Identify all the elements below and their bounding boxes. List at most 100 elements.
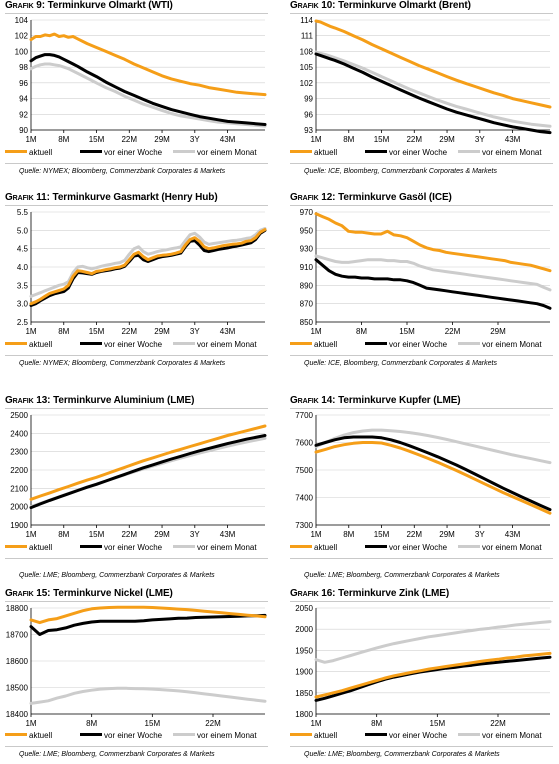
x-tick-label: 22M (406, 135, 422, 144)
legend-swatch-aktuell (290, 342, 312, 346)
chart-source: Quelle: LME; Bloomberg, Commerzbank Corp… (304, 572, 500, 579)
legend-swatch-monat (173, 733, 195, 737)
x-tick-label: 15M (89, 135, 105, 144)
y-tick-label: 870 (300, 300, 314, 309)
legend-item-woche: vor einer Woche (80, 340, 162, 349)
x-tick-label: 8M (58, 135, 69, 144)
y-tick-label: 5.5 (17, 208, 29, 217)
x-tick-label: 1M (25, 719, 36, 728)
divider (5, 163, 268, 164)
legend-swatch-aktuell (5, 733, 27, 737)
y-tick-label: 18400 (6, 710, 29, 719)
chart-nickel: 18400 18500 18600 18700 18800 1M 8M 15M 22M (6, 604, 267, 728)
y-tick-label: 2200 (10, 466, 28, 475)
legend-swatch-monat (458, 342, 480, 346)
legend-swatch-aktuell (290, 545, 312, 549)
y-tick-label: 7400 (295, 494, 313, 503)
x-tick-label: 3Y (190, 135, 200, 144)
y-tick-label: 18700 (6, 631, 29, 640)
y-tick-label: 93 (304, 126, 313, 135)
series-line-aktuell (314, 19, 552, 109)
panel-wti: Grafik 9: Terminkurve Olmarkt (WTI) 90 92… (5, 0, 268, 190)
panel-zink: Grafik 16: Terminkurve Zink (LME) 1800 18… (290, 588, 553, 764)
x-tick-label: 29M (154, 530, 170, 539)
divider (5, 601, 268, 602)
x-tick-label: 22M (121, 135, 137, 144)
series-line-vor-einem-monat (314, 254, 552, 292)
series-line-vor-einem-monat (29, 436, 267, 509)
y-tick-label: 99 (304, 95, 313, 104)
x-tick-label: 3Y (475, 530, 485, 539)
divider (5, 746, 268, 747)
x-tick-label: 15M (430, 719, 446, 728)
chart-source: Quelle: LME; Bloomberg, Commerzbank Corp… (19, 751, 215, 758)
legend: aktuell vor einer Woche vor einem Monat (290, 148, 553, 160)
x-tick-label: 29M (439, 135, 455, 144)
series-line-vor-einem-monat (29, 227, 267, 298)
panel-brent: Grafik 10: Terminkurve Olmarkt (Brent) 9… (290, 0, 553, 190)
legend-item-aktuell: aktuell (290, 731, 337, 740)
panel-henry-hub: Grafik 11: Terminkurve Gasmarkt (Henry H… (5, 192, 268, 382)
series-line-vor-einem-monat (314, 620, 552, 664)
legend-item-woche: vor einer Woche (80, 148, 162, 157)
y-tick-label: 102 (300, 79, 314, 88)
x-tick-label: 29M (154, 135, 170, 144)
y-tick-label: 5.0 (17, 226, 29, 235)
y-tick-label: 105 (300, 63, 314, 72)
divider (290, 408, 553, 409)
legend-swatch-monat (173, 150, 195, 154)
y-tick-label: 92 (19, 110, 28, 119)
y-tick-label: 2.5 (17, 318, 29, 327)
y-tick-label: 96 (304, 110, 313, 119)
series-line-vor-einer-woche (29, 613, 267, 636)
x-tick-label: 29M (154, 327, 170, 336)
divider (290, 163, 553, 164)
chart-source: Quelle: NYMEX; Bloomberg, Commerzbank Co… (19, 360, 226, 367)
y-tick-label: 2100 (10, 484, 28, 493)
chart-title: Grafik 11: Terminkurve Gasmarkt (Henry H… (5, 192, 218, 203)
legend-swatch-aktuell (290, 733, 312, 737)
y-tick-label: 96 (19, 79, 28, 88)
x-tick-label: 22M (406, 530, 422, 539)
legend-item-monat: vor einem Monat (458, 148, 542, 157)
legend-item-aktuell: aktuell (5, 543, 52, 552)
y-tick-label: 950 (300, 226, 314, 235)
chart-source: Quelle: LME; Bloomberg, Commerzbank Corp… (19, 572, 215, 579)
legend-swatch-monat (458, 545, 480, 549)
legend-swatch-monat (458, 733, 480, 737)
x-tick-label: 3Y (475, 135, 485, 144)
series-line-vor-einer-woche (29, 434, 267, 510)
chart-title: Grafik 13: Terminkurve Aluminium (LME) (5, 395, 195, 406)
x-tick-label: 3Y (190, 327, 200, 336)
legend-swatch-aktuell (5, 150, 27, 154)
x-tick-label: 22M (205, 719, 221, 728)
divider (290, 746, 553, 747)
legend-swatch-woche (365, 733, 387, 737)
y-tick-label: 850 (300, 318, 314, 327)
y-tick-label: 94 (19, 95, 28, 104)
x-tick-label: 8M (86, 719, 97, 728)
series-line-aktuell (29, 32, 267, 97)
y-tick-label: 2000 (295, 625, 313, 634)
x-tick-label: 8M (58, 530, 69, 539)
legend-item-aktuell: aktuell (5, 340, 52, 349)
x-tick-label: 8M (343, 135, 354, 144)
legend-item-woche: vor einer Woche (80, 543, 162, 552)
divider (5, 205, 268, 206)
legend-swatch-monat (173, 342, 195, 346)
y-tick-label: 1900 (10, 521, 28, 530)
series-line-aktuell (314, 212, 552, 273)
x-tick-label: 15M (145, 719, 161, 728)
chart-wti: 90 92 94 96 98 100 102 104 1M 8M 15M 22M 29M 3Y 43M (15, 16, 267, 144)
divider (290, 13, 553, 14)
chart-aluminium: 1900 2000 2100 2200 2300 2400 2500 1M 8M 15M 22M 29… (10, 411, 267, 539)
legend-swatch-woche (80, 150, 102, 154)
y-tick-label: 108 (300, 47, 314, 56)
y-tick-label: 2300 (10, 448, 28, 457)
legend-swatch-aktuell (290, 150, 312, 154)
y-tick-label: 98 (19, 63, 28, 72)
y-tick-label: 4.5 (17, 245, 29, 254)
divider (290, 558, 553, 559)
legend-item-woche: vor einer Woche (365, 340, 447, 349)
legend: aktuell vor einer Woche vor einem Monat (5, 148, 268, 160)
